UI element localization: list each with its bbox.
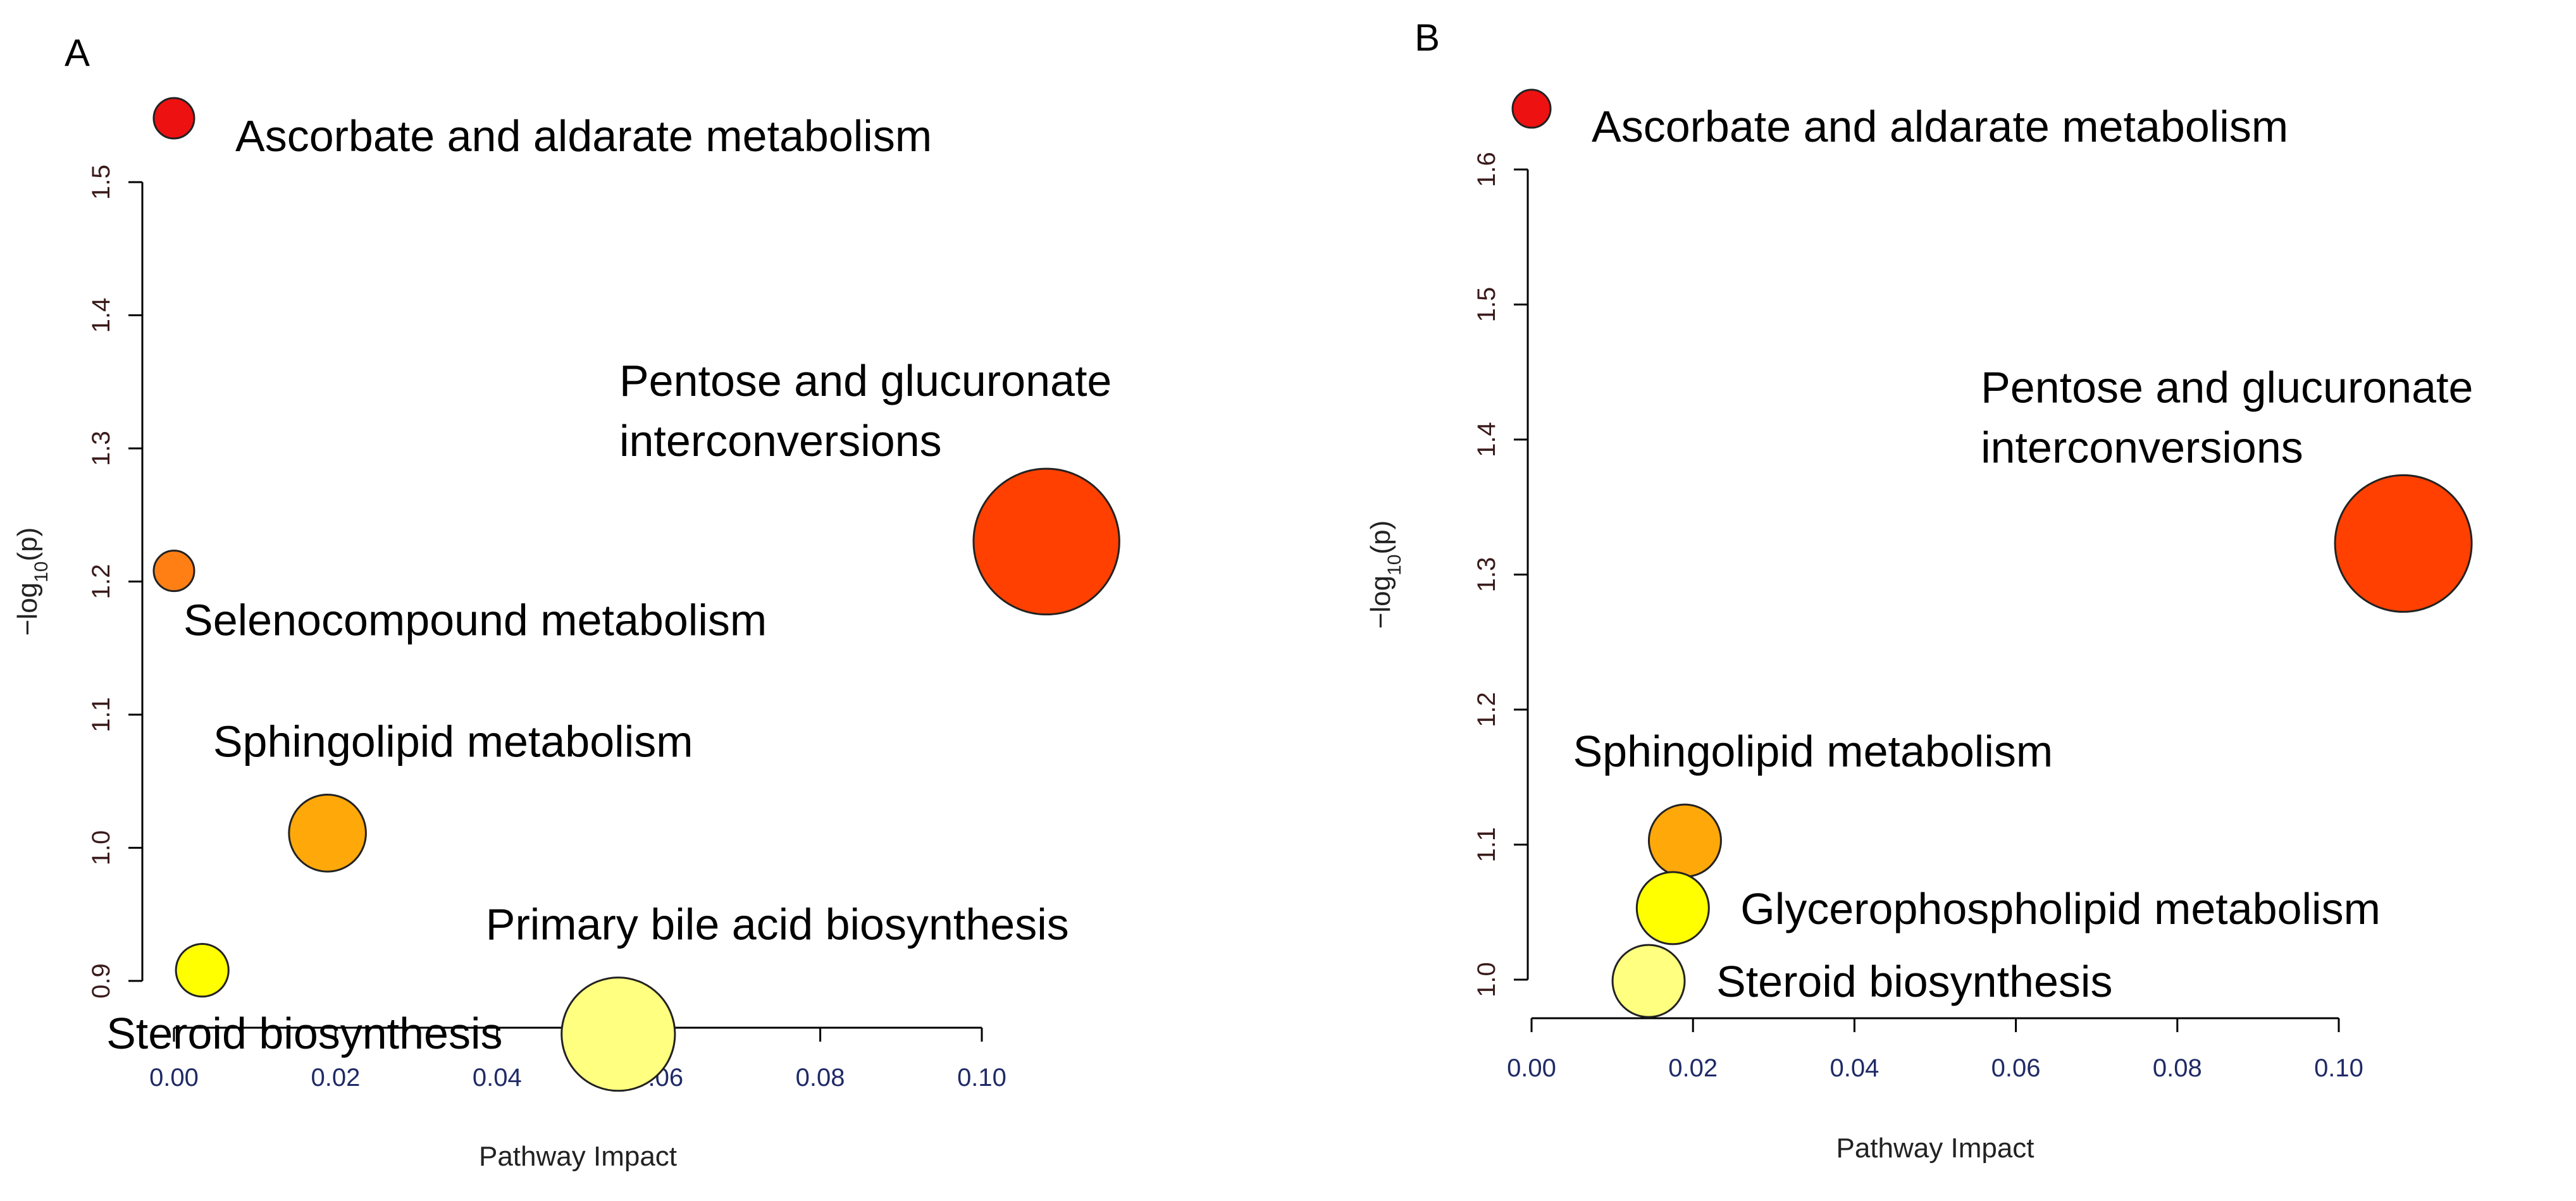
pathway-label: Ascorbate and aldarate metabolism <box>1592 102 2288 151</box>
y-tick-label: 1.5 <box>1473 287 1501 323</box>
panel-a-y-axis-title: −log10(p) <box>12 527 52 636</box>
x-tick-label: 0.10 <box>957 1064 1006 1092</box>
y-tick-label: 1.3 <box>87 431 115 466</box>
panel-a-x-axis-title: Pathway Impact <box>479 1141 677 1172</box>
x-tick-label: 0.08 <box>2153 1054 2202 1082</box>
pathway-bubble <box>175 943 230 998</box>
y-tick-label: 1.3 <box>1473 557 1501 593</box>
pathway-label: interconversions <box>1981 422 2303 472</box>
y-tick-label: 0.9 <box>87 963 115 999</box>
panel-b-letter: B <box>1415 16 1440 59</box>
x-tick-label: 0.04 <box>473 1064 522 1092</box>
y-tick-label: 1.4 <box>1473 422 1501 457</box>
y-tick-label: 1.1 <box>1473 827 1501 863</box>
pathway-bubble <box>1611 944 1686 1018</box>
y-tick-label: 1.0 <box>1473 962 1501 997</box>
pathway-bubble <box>972 467 1120 616</box>
pathway-label: Sphingolipid metabolism <box>1573 727 2053 776</box>
panel-a-x-ticks: 0.00 0.02 0.04 0.06 0.08 0.10 <box>149 1028 1006 1092</box>
panel-a-ylabel-tail: (p) <box>12 527 43 562</box>
panel-b-bubbles: Ascorbate and aldarate metabolism Pentose… <box>1511 89 2473 1018</box>
pathway-label: Pentose and glucuronate <box>619 356 1112 405</box>
y-tick-label: 1.0 <box>87 830 115 866</box>
panel-a-y-ticks: 0.9 1.0 1.1 1.2 1.3 1.4 1.5 <box>87 164 142 999</box>
x-tick-label: 0.02 <box>311 1064 360 1092</box>
y-tick-label: 1.4 <box>87 298 115 333</box>
panel-a-ylabel-main: −log <box>12 582 43 636</box>
x-tick-label: 0.08 <box>796 1064 845 1092</box>
pathway-bubble <box>1647 803 1722 878</box>
pathway-label: Primary bile acid biosynthesis <box>486 900 1069 949</box>
pathway-bubble <box>2334 474 2473 613</box>
pathway-bubble <box>1511 89 1552 129</box>
pathway-bubble <box>1635 871 1710 945</box>
y-tick-label: 1.5 <box>87 164 115 200</box>
y-tick-label: 1.2 <box>1473 692 1501 727</box>
y-tick-label: 1.1 <box>87 697 115 732</box>
x-tick-label: 0.10 <box>2314 1054 2363 1082</box>
x-tick-label: 0.02 <box>1668 1054 1718 1082</box>
pathway-label: Steroid biosynthesis <box>1716 957 2112 1006</box>
panel-b-ylabel-main: −log <box>1365 576 1396 629</box>
panel-b-x-ticks: 0.00 0.02 0.04 0.06 0.08 0.10 <box>1507 1018 2363 1082</box>
panel-a-bubbles: Ascorbate and aldarate metabolism Pentose… <box>106 97 1120 1092</box>
panel-a-ylabel-sub: 10 <box>31 561 52 582</box>
panel-b-scatter-plot: B 0.00 0.02 0.04 0.06 0.08 0.10 1.01.11.21.31… <box>1365 16 2473 1164</box>
x-tick-label: 0.00 <box>149 1064 199 1092</box>
panel-a-letter: A <box>65 32 90 74</box>
pathway-bubble <box>152 550 195 593</box>
x-tick-label: 0.00 <box>1507 1054 1556 1082</box>
pathway-bubble <box>288 794 367 873</box>
y-tick-label: 1.2 <box>87 564 115 600</box>
y-tick-label: 1.6 <box>1473 152 1501 187</box>
panel-b-ylabel-sub: 10 <box>1384 554 1405 575</box>
panel-b-ylabel-tail: (p) <box>1365 520 1396 555</box>
pathway-label: Ascorbate and aldarate metabolism <box>235 111 932 161</box>
pathway-label: Glycerophospholipid metabolism <box>1740 884 2381 933</box>
pathway-label: Sphingolipid metabolism <box>213 717 693 767</box>
pathway-label: Steroid biosynthesis <box>106 1009 502 1058</box>
panel-b-y-ticks: 1.0 1.1 1.2 1.3 1.4 1.5 1.6 <box>1473 152 1528 997</box>
x-tick-label: 0.04 <box>1830 1054 1879 1082</box>
pathway-label: Pentose and glucuronate <box>1981 362 2473 412</box>
x-tick-label: 0.06 <box>1991 1054 2041 1082</box>
pathway-label: Selenocompound metabolism <box>183 596 767 645</box>
pathway-bubble <box>152 97 195 140</box>
panel-b-x-axis-title: Pathway Impact <box>1836 1133 2034 1164</box>
pathway-label: interconversions <box>619 416 942 465</box>
pathway-bubble <box>560 976 676 1092</box>
panel-b-y-axis-title: −log10(p) <box>1365 520 1405 629</box>
panel-a-scatter-plot: A 0.00 0.02 0.04 0.06 0.08 0.10 0.91.01.11.21… <box>12 32 1120 1172</box>
